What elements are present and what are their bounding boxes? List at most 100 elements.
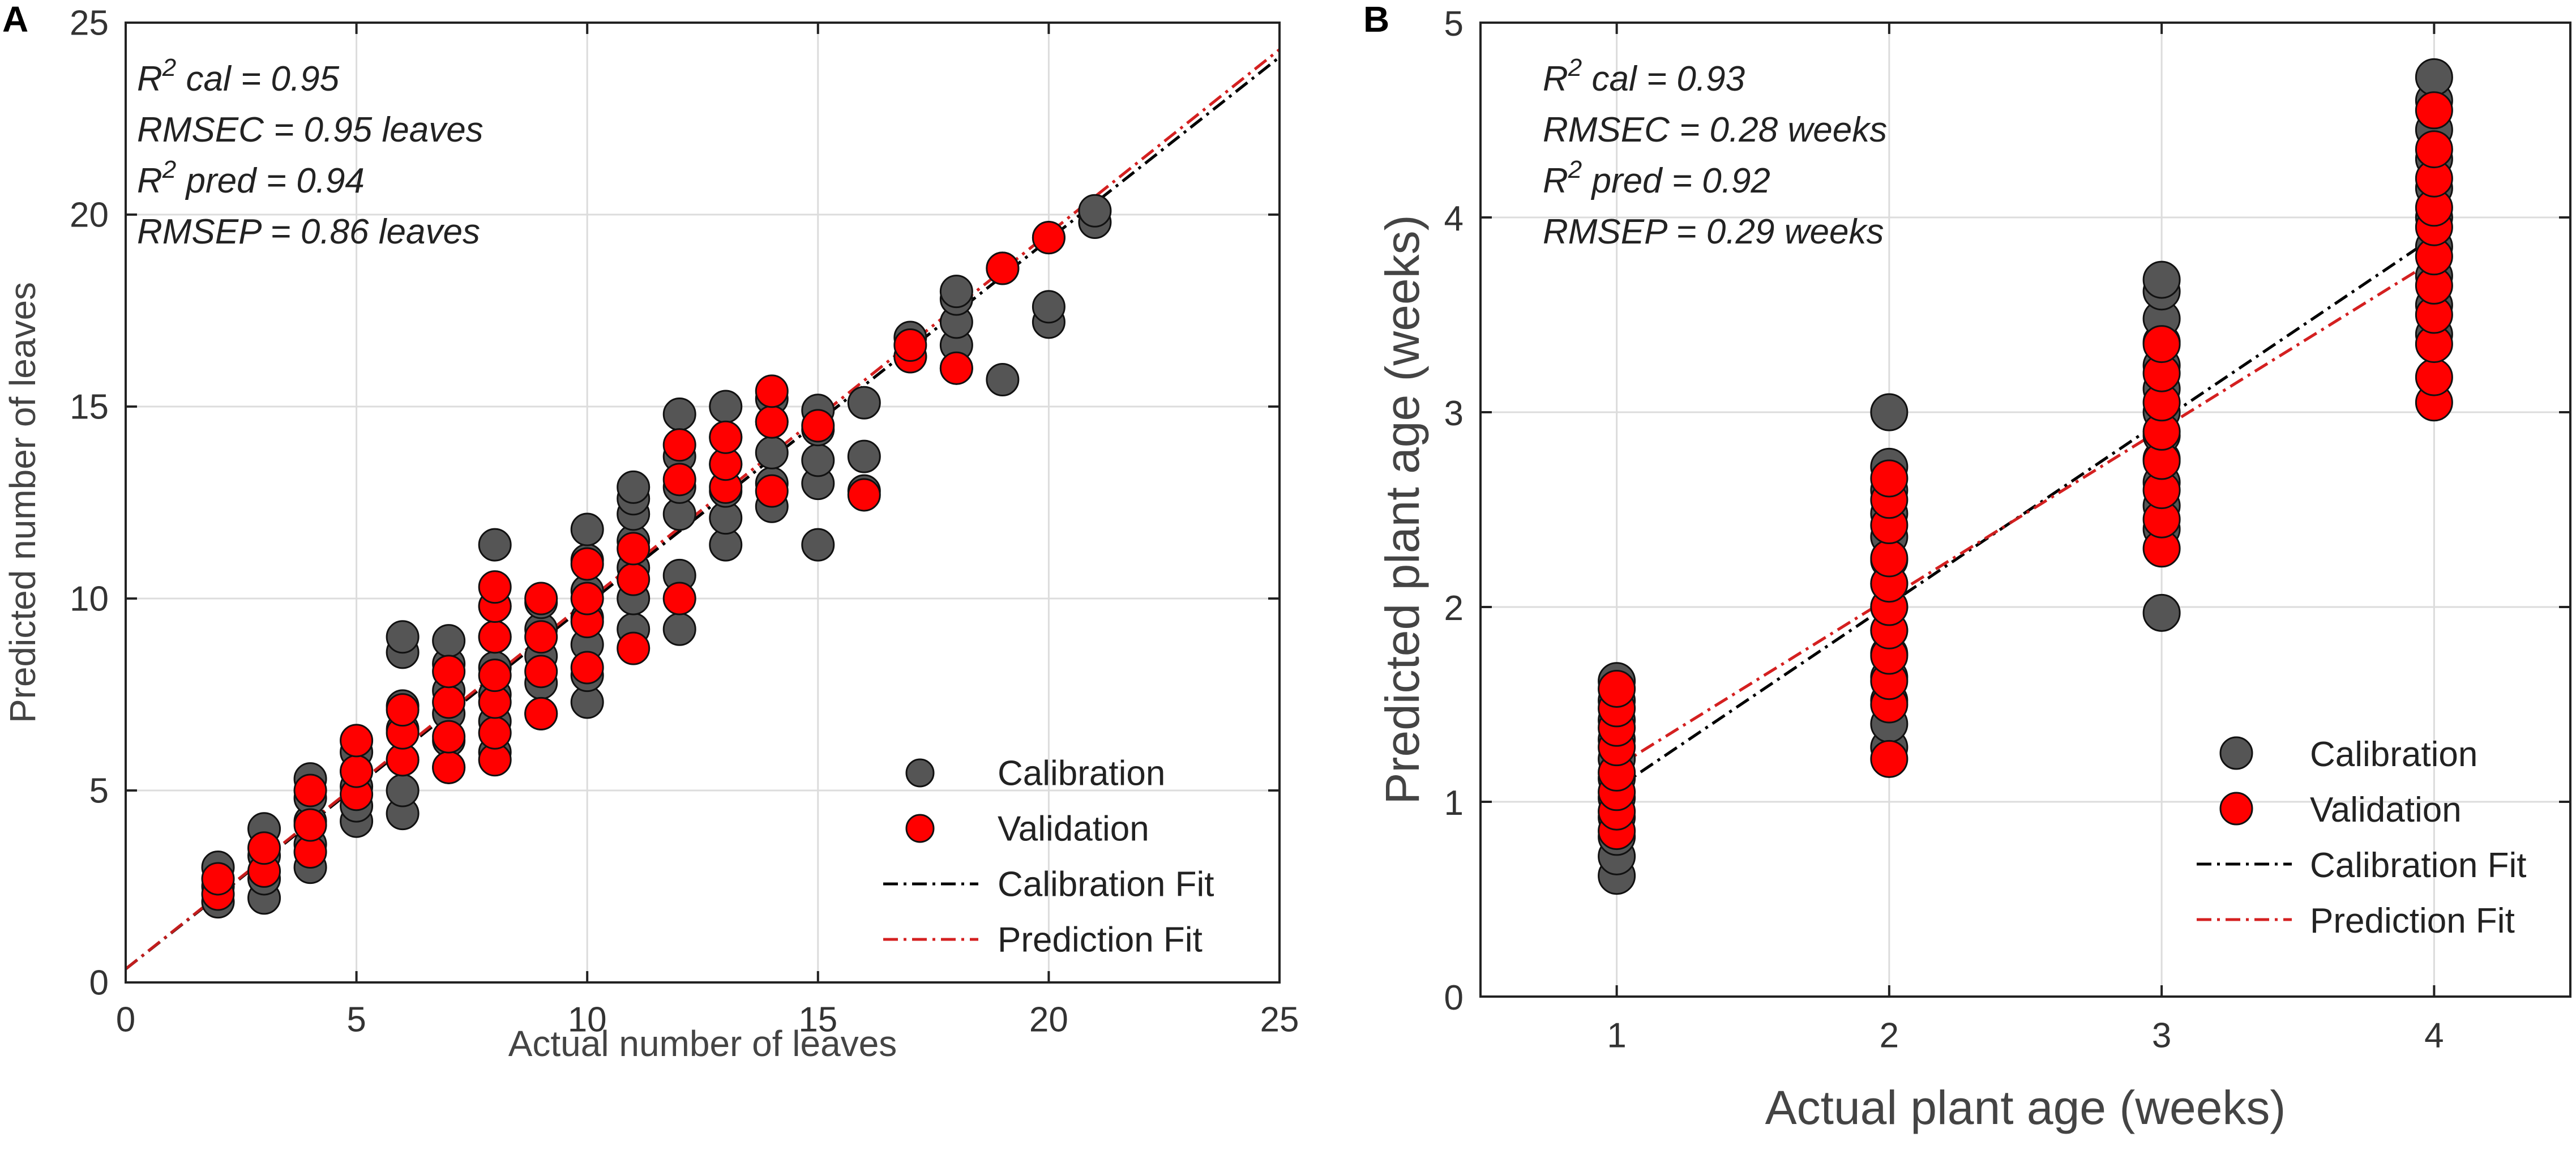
calibration-point [570, 512, 604, 546]
validation-point [617, 532, 651, 566]
validation-point [662, 582, 696, 616]
validation-point [201, 862, 235, 896]
panel-b-ticks: 1 2 3 4 0 1 2 3 4 5 [1444, 5, 2570, 1055]
stat-text: pred = 0.94 [176, 161, 365, 200]
y-tick-label: 0 [1444, 978, 1464, 1018]
stat-line: RMSEP = 0.29 weeks [1543, 212, 1884, 251]
stat-superscript: 2 [1568, 156, 1582, 183]
calibration-point [755, 435, 789, 469]
x-tick-label: 3 [2152, 1016, 2171, 1055]
calibration-point [662, 398, 696, 431]
stat-superscript: 2 [162, 156, 176, 183]
validation-point [709, 420, 743, 454]
stat-line: R2 pred = 0.94 [137, 156, 365, 200]
y-tick-label: 25 [70, 4, 109, 43]
legend-marker [905, 758, 935, 788]
y-tick-label: 3 [1444, 394, 1464, 433]
stat-symbol: R [1543, 59, 1568, 99]
y-tick-label: 10 [70, 580, 109, 619]
legend-label: Calibration Fit [2310, 846, 2526, 885]
legend-label: Validation [998, 810, 1149, 849]
validation-point [986, 251, 1020, 285]
x-tick-label: 10 [568, 1001, 607, 1040]
stat-line: R2 pred = 0.92 [1543, 156, 1770, 200]
validation-point [570, 547, 604, 581]
validation-point [662, 428, 696, 462]
prediction-fit-line-overlay [1616, 259, 2435, 768]
calibration-fit-line-overlay [1616, 236, 2435, 789]
calibration-point [986, 363, 1020, 397]
panel-b: 1 2 3 4 0 1 2 3 4 5 Actual plant age (weeks) Predic… [1363, 0, 2571, 1134]
legend-marker [2219, 792, 2253, 826]
validation-point [847, 478, 881, 512]
panel-a-letter: A [2, 0, 28, 40]
validation-point [1870, 539, 1909, 578]
calibration-point [478, 528, 512, 562]
calibration-point [1032, 290, 1066, 324]
validation-point [478, 620, 512, 654]
panel-b-axes-box [1479, 22, 2571, 998]
legend-label: Calibration [998, 754, 1165, 793]
y-tick-label: 2 [1444, 589, 1464, 628]
validation-point [524, 620, 558, 654]
stat-line: R2 cal = 0.95 [137, 54, 340, 99]
validation-point [755, 374, 789, 408]
stat-text: cal = 0.93 [1582, 59, 1745, 99]
panel-a-x-axis-title: Actual number of leaves [508, 1023, 897, 1064]
validation-point [478, 659, 512, 693]
panel-b-fit-lines [1616, 236, 2435, 789]
validation-point [432, 655, 466, 689]
calibration-point [2142, 260, 2181, 299]
validation-point [247, 831, 281, 865]
stat-superscript: 2 [1568, 54, 1582, 82]
y-tick-label: 15 [70, 388, 109, 427]
validation-point [570, 651, 604, 685]
y-tick-label: 5 [1444, 5, 1464, 44]
y-tick-label: 20 [70, 196, 109, 235]
legend-label: Prediction Fit [998, 921, 1203, 960]
panel-b-y-axis-title: Predicted plant age (weeks) [1376, 215, 1429, 804]
stat-symbol: R [137, 59, 162, 99]
validation-point [432, 720, 466, 754]
validation-point [386, 693, 420, 727]
x-tick-label: 0 [116, 1001, 135, 1040]
calibration-point [709, 390, 743, 424]
calibration-point [1870, 393, 1909, 431]
validation-point [293, 808, 327, 842]
legend-label: Calibration [2310, 735, 2477, 774]
validation-point [2415, 130, 2453, 169]
calibration-point [801, 528, 835, 562]
y-tick-label: 1 [1444, 784, 1464, 823]
x-tick-label: 5 [346, 1001, 366, 1040]
panel-a-legend: Calibration Validation Calibration Fit Pred… [883, 754, 1214, 960]
stat-line: R2 cal = 0.93 [1543, 54, 1745, 99]
panel-b-plot-area [1480, 23, 2570, 997]
validation-point [755, 405, 789, 439]
validation-point [2142, 325, 2181, 364]
validation-point [478, 716, 512, 750]
stat-line: RMSEC = 0.28 weeks [1543, 110, 1887, 149]
validation-point [340, 754, 374, 788]
calibration-point [2415, 58, 2453, 96]
validation-point [293, 773, 327, 807]
panel-a-axes-box [125, 22, 1281, 984]
panel-a: 0 5 10 15 20 25 0 5 10 15 20 25 Actual number of lea… [2, 0, 1299, 1064]
legend-label: Validation [2310, 790, 2462, 830]
validation-point [524, 655, 558, 689]
calibration-point [386, 620, 420, 654]
stat-text: cal = 0.95 [176, 59, 339, 99]
calibration-point [432, 624, 466, 658]
stat-text: pred = 0.92 [1582, 161, 1770, 200]
panel-b-legend: Calibration Validation Calibration Fit Pred… [2197, 735, 2526, 941]
validation-point [524, 582, 558, 616]
validation-point [432, 750, 466, 784]
legend-label: Prediction Fit [2310, 901, 2515, 941]
x-tick-label: 4 [2424, 1016, 2444, 1055]
panel-b-x-axis-title: Actual plant age (weeks) [1765, 1081, 2286, 1134]
validation-series [201, 221, 1066, 911]
x-tick-label: 2 [1880, 1016, 1899, 1055]
validation-point [801, 409, 835, 443]
calibration-point [801, 443, 835, 477]
legend-marker [905, 814, 935, 843]
